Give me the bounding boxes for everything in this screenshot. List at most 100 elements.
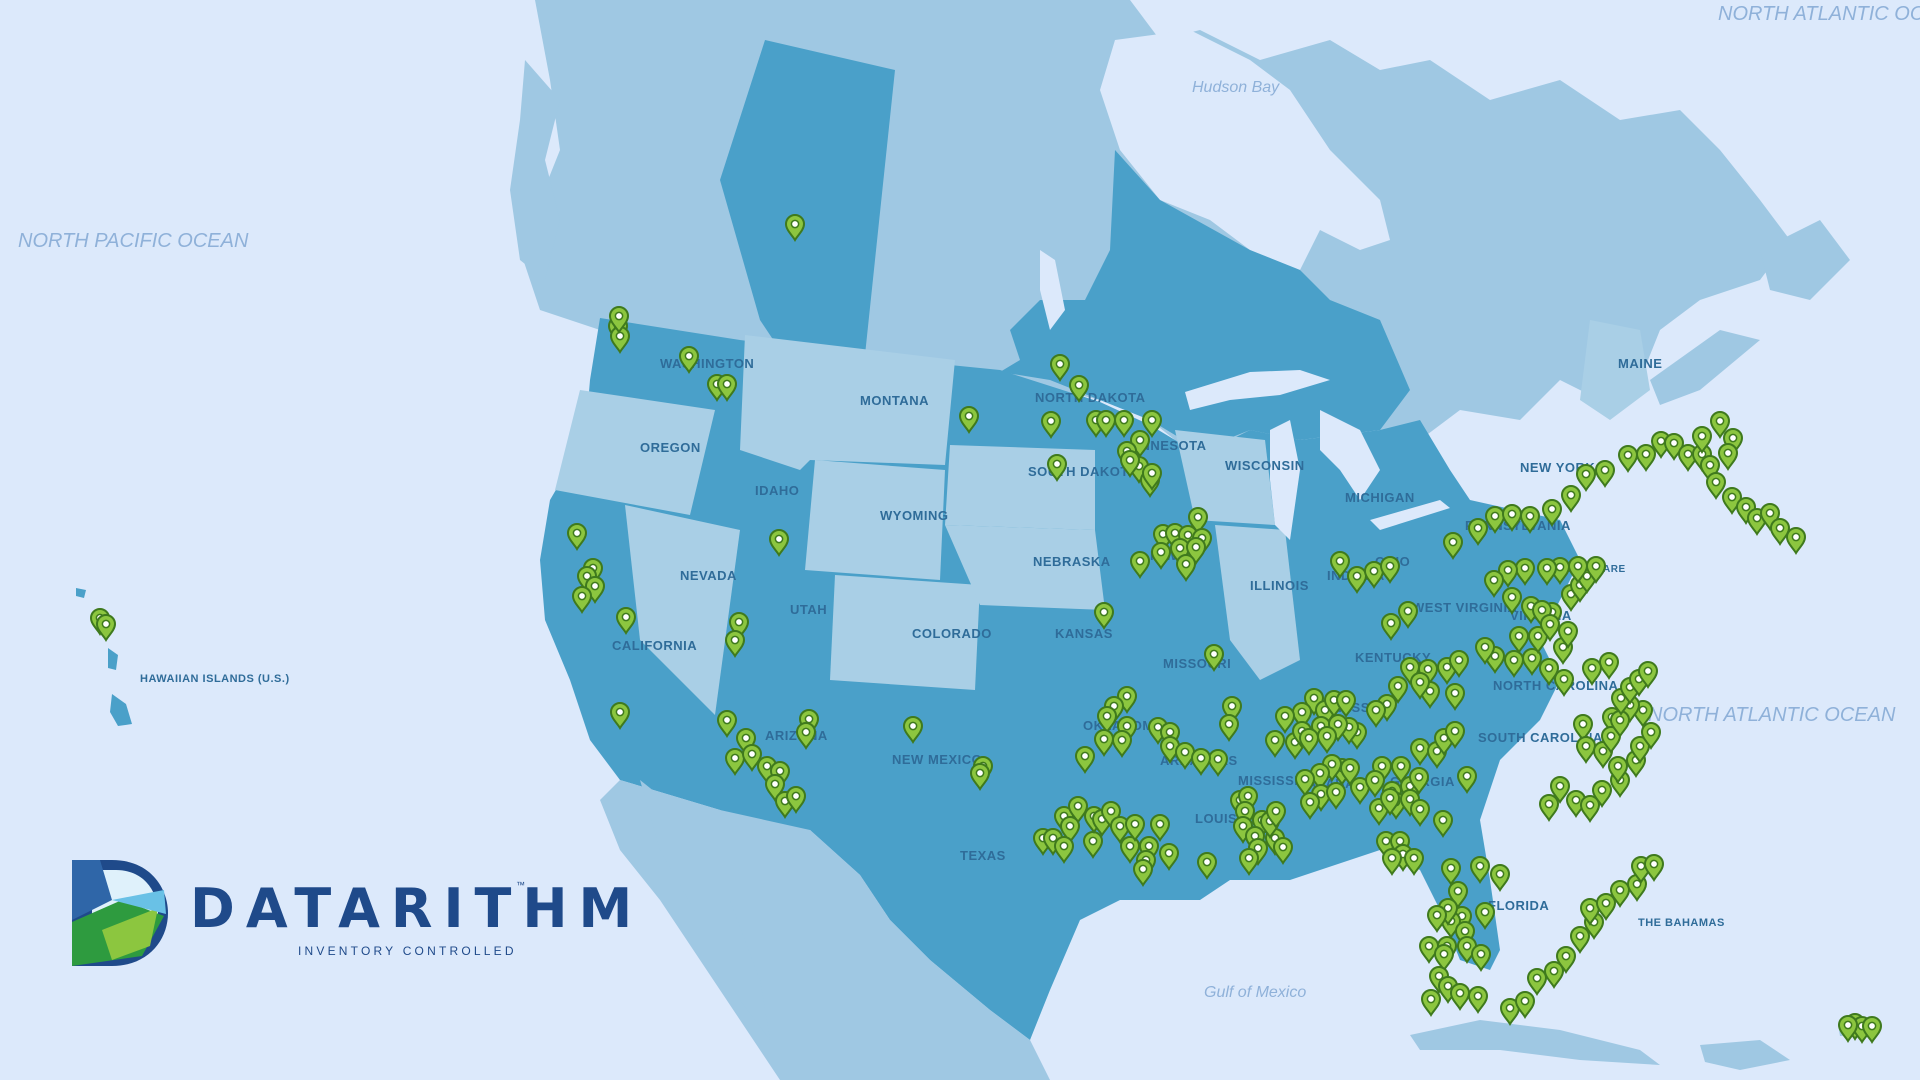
location-pin-icon[interactable] [1514, 558, 1536, 586]
location-pin-icon[interactable] [1381, 848, 1403, 876]
location-pin-icon[interactable] [1274, 706, 1296, 734]
location-pin-icon[interactable] [1299, 792, 1321, 820]
location-pin-icon[interactable] [1442, 532, 1464, 560]
location-pin-icon[interactable] [1365, 700, 1387, 728]
location-pin-icon[interactable] [1141, 463, 1163, 491]
location-pin-icon[interactable] [1508, 626, 1530, 654]
location-pin-icon[interactable] [1132, 859, 1154, 887]
location-pin-icon[interactable] [1141, 410, 1163, 438]
location-pin-icon[interactable] [1549, 776, 1571, 804]
location-pin-icon[interactable] [1536, 558, 1558, 586]
location-pin-icon[interactable] [1575, 736, 1597, 764]
location-pin-icon[interactable] [1467, 986, 1489, 1014]
location-pin-icon[interactable] [1264, 730, 1286, 758]
location-pin-icon[interactable] [1521, 648, 1543, 676]
location-pin-icon[interactable] [1635, 444, 1657, 472]
location-pin-icon[interactable] [609, 702, 631, 730]
location-pin-icon[interactable] [1499, 998, 1521, 1026]
location-pin-icon[interactable] [716, 710, 738, 738]
location-pin-icon[interactable] [1569, 926, 1591, 954]
location-pin-icon[interactable] [1409, 738, 1431, 766]
location-pin-icon[interactable] [1448, 650, 1470, 678]
location-pin-icon[interactable] [1409, 672, 1431, 700]
location-pin-icon[interactable] [1149, 814, 1171, 842]
location-pin-icon[interactable] [724, 630, 746, 658]
location-pin-icon[interactable] [1444, 683, 1466, 711]
location-pin-icon[interactable] [1785, 527, 1807, 555]
location-pin-icon[interactable] [1379, 788, 1401, 816]
location-pin-icon[interactable] [1467, 518, 1489, 546]
location-pin-icon[interactable] [1444, 721, 1466, 749]
location-pin-icon[interactable] [1567, 556, 1589, 584]
location-pin-icon[interactable] [1409, 799, 1431, 827]
location-pin-icon[interactable] [1095, 410, 1117, 438]
location-pin-icon[interactable] [1316, 726, 1338, 754]
location-pin-icon[interactable] [1557, 621, 1579, 649]
location-pin-icon[interactable] [1607, 756, 1629, 784]
location-pin-icon[interactable] [1111, 730, 1133, 758]
location-pin-icon[interactable] [1150, 542, 1172, 570]
location-pin-icon[interactable] [1447, 881, 1469, 909]
location-pin-icon[interactable] [1068, 375, 1090, 403]
location-pin-icon[interactable] [1519, 506, 1541, 534]
location-pin-icon[interactable] [1196, 852, 1218, 880]
location-pin-icon[interactable] [1709, 411, 1731, 439]
location-pin-icon[interactable] [958, 406, 980, 434]
location-pin-icon[interactable] [1053, 836, 1075, 864]
location-pin-icon[interactable] [1595, 893, 1617, 921]
location-pin-icon[interactable] [1560, 485, 1582, 513]
location-pin-icon[interactable] [1426, 905, 1448, 933]
location-pin-icon[interactable] [1265, 801, 1287, 829]
location-pin-icon[interactable] [1474, 637, 1496, 665]
location-pin-icon[interactable] [1609, 880, 1631, 908]
location-pin-icon[interactable] [1129, 551, 1151, 579]
location-pin-icon[interactable] [1379, 556, 1401, 584]
location-pin-icon[interactable] [1093, 602, 1115, 630]
location-pin-icon[interactable] [1329, 551, 1351, 579]
location-pin-icon[interactable] [902, 716, 924, 744]
location-pin-icon[interactable] [1585, 556, 1607, 584]
location-pin-icon[interactable] [566, 523, 588, 551]
location-pin-icon[interactable] [1272, 837, 1294, 865]
location-pin-icon[interactable] [1207, 749, 1229, 777]
location-pin-icon[interactable] [1403, 848, 1425, 876]
location-pin-icon[interactable] [1203, 644, 1225, 672]
location-pin-icon[interactable] [1449, 983, 1471, 1011]
location-pin-icon[interactable] [1489, 864, 1511, 892]
location-pin-icon[interactable] [1074, 746, 1096, 774]
location-pin-icon[interactable] [1861, 1016, 1883, 1044]
location-pin-icon[interactable] [1469, 856, 1491, 884]
location-pin-icon[interactable] [1470, 944, 1492, 972]
location-pin-icon[interactable] [1093, 729, 1115, 757]
location-pin-icon[interactable] [1541, 499, 1563, 527]
location-pin-icon[interactable] [1769, 518, 1791, 546]
location-pin-icon[interactable] [678, 346, 700, 374]
location-pin-icon[interactable] [1555, 946, 1577, 974]
location-pin-icon[interactable] [1575, 464, 1597, 492]
location-pin-icon[interactable] [1339, 758, 1361, 786]
location-pin-icon[interactable] [615, 607, 637, 635]
location-pin-icon[interactable] [1387, 676, 1409, 704]
location-pin-icon[interactable] [571, 586, 593, 614]
location-pin-icon[interactable] [1119, 450, 1141, 478]
location-pin-icon[interactable] [1538, 794, 1560, 822]
location-pin-icon[interactable] [1543, 961, 1565, 989]
location-pin-icon[interactable] [1501, 504, 1523, 532]
location-pin-icon[interactable] [608, 306, 630, 334]
location-pin-icon[interactable] [1364, 770, 1386, 798]
location-pin-icon[interactable] [1691, 426, 1713, 454]
location-pin-icon[interactable] [1335, 690, 1357, 718]
location-pin-icon[interactable] [1600, 726, 1622, 754]
location-pin-icon[interactable] [1040, 411, 1062, 439]
location-pin-icon[interactable] [785, 786, 807, 814]
location-pin-icon[interactable] [1096, 706, 1118, 734]
location-pin-icon[interactable] [1190, 748, 1212, 776]
location-pin-icon[interactable] [1598, 652, 1620, 680]
location-pin-icon[interactable] [1538, 658, 1560, 686]
location-pin-icon[interactable] [1380, 613, 1402, 641]
location-pin-icon[interactable] [1346, 566, 1368, 594]
location-pin-icon[interactable] [1643, 854, 1665, 882]
location-pin-icon[interactable] [1046, 454, 1068, 482]
location-pin-icon[interactable] [1109, 816, 1131, 844]
location-pin-icon[interactable] [724, 748, 746, 776]
